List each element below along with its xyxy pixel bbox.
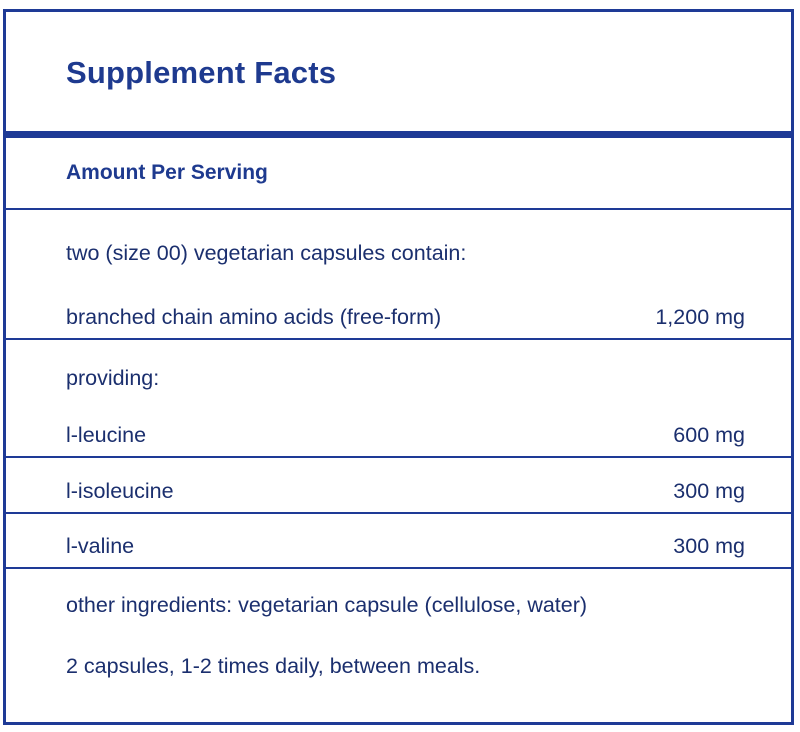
supplement-facts-panel: Supplement Facts Amount Per Serving two … [3,9,794,725]
ingredient-row: l-leucine 600 mg [66,422,745,448]
ingredient-name: l-leucine [66,423,147,447]
ingredient-row: branched chain amino acids (free-form) 1… [66,304,745,330]
ingredient-amount: 600 mg [673,423,745,447]
amount-per-serving-header: Amount Per Serving [66,161,268,184]
divider [6,567,791,569]
divider [6,456,791,458]
thick-divider [6,131,791,138]
serving-size-text: two (size 00) vegetarian capsules contai… [66,241,467,265]
title-band: Supplement Facts [6,12,791,131]
serving-size-row: two (size 00) vegetarian capsules contai… [66,240,745,266]
ingredient-row: providing: [66,365,745,391]
ingredient-name: providing: [66,366,160,390]
divider [6,512,791,514]
directions-row: 2 capsules, 1-2 times daily, between mea… [66,653,745,679]
other-ingredients-text: other ingredients: vegetarian capsule (c… [66,593,588,617]
ingredient-amount: 300 mg [673,479,745,503]
ingredient-name: l-valine [66,534,135,558]
panel-title: Supplement Facts [66,55,337,90]
divider [6,208,791,210]
directions-text: 2 capsules, 1-2 times daily, between mea… [66,654,481,678]
ingredient-row: l-valine 300 mg [66,533,745,559]
ingredient-amount: 300 mg [673,534,745,558]
divider [6,338,791,340]
other-ingredients-row: other ingredients: vegetarian capsule (c… [66,592,745,618]
ingredient-name: branched chain amino acids (free-form) [66,305,442,329]
ingredient-row: l-isoleucine 300 mg [66,478,745,504]
ingredient-name: l-isoleucine [66,479,174,503]
ingredient-amount: 1,200 mg [655,305,745,329]
